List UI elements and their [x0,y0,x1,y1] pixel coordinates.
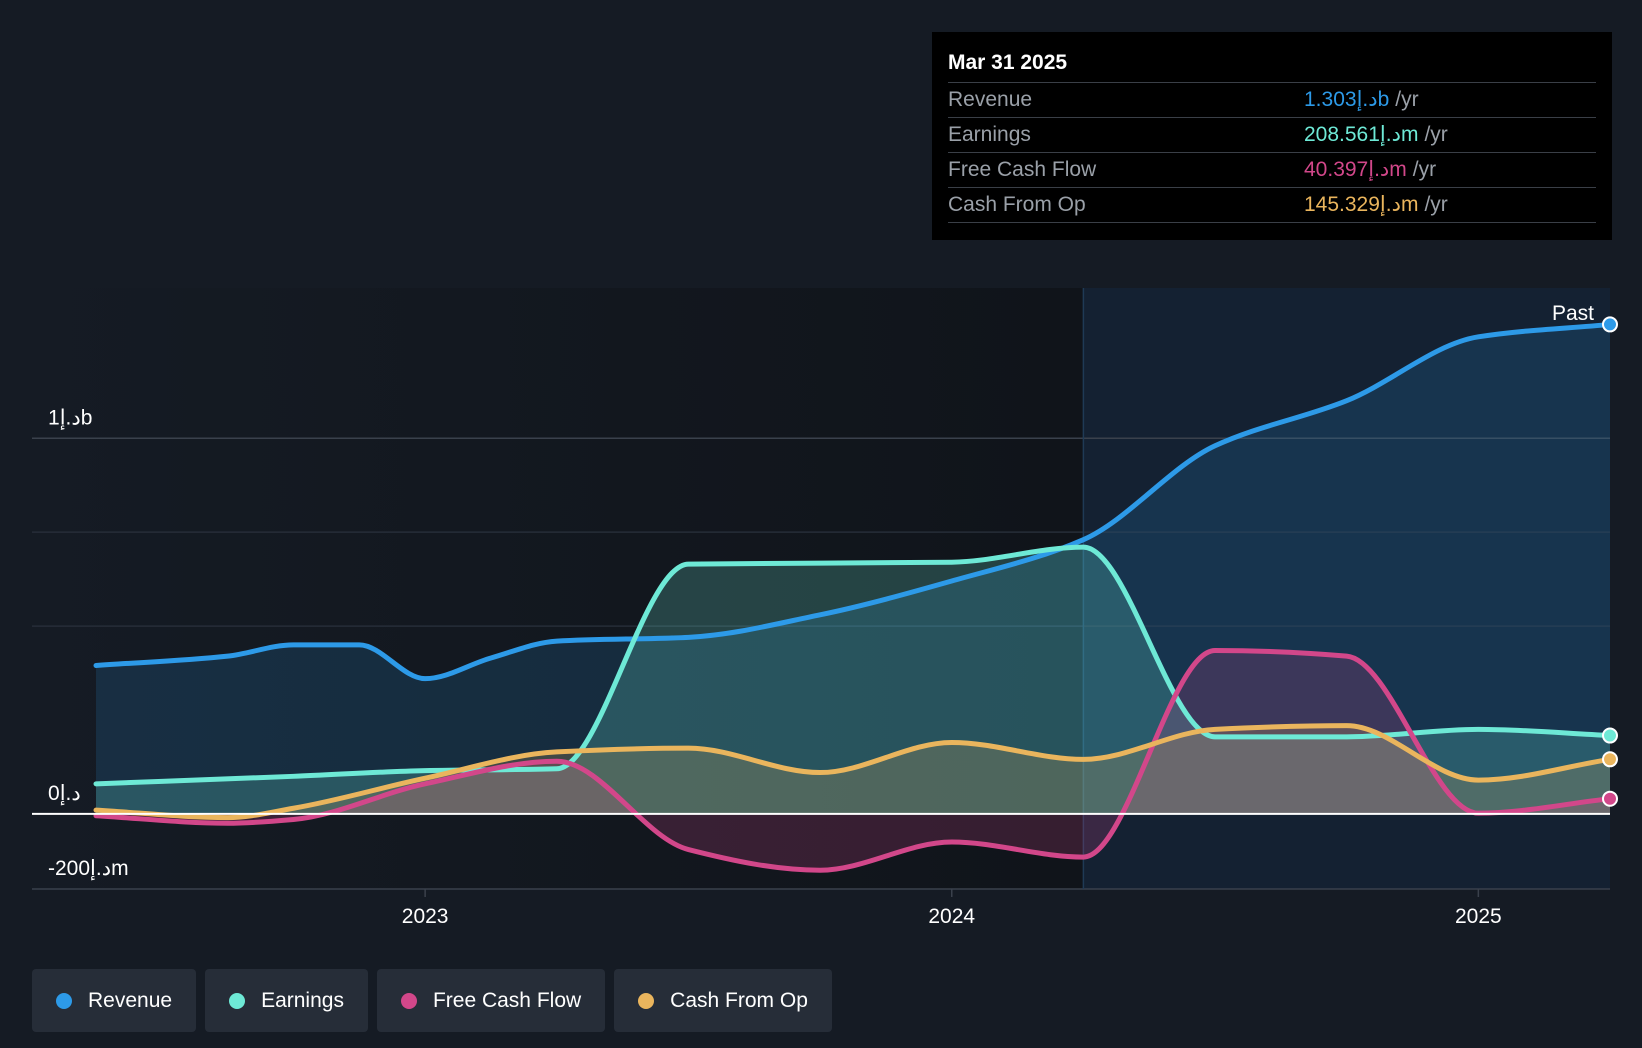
tooltip-row-revenue: Revenue 1.303د.إb /yr [948,83,1596,118]
y-tick-label: 1د.إb [48,406,92,430]
tooltip-row-free-cash-flow: Free Cash Flow 40.397د.إm /yr [948,153,1596,188]
line-free-cash-flow [93,647,1613,873]
tooltip-value: 40.397د.إm [1304,158,1407,181]
series-end-dots [1602,316,1618,807]
tooltip-value: 1.303د.إb [1304,88,1390,111]
end-dot-free-cash-flow [1602,790,1618,807]
tooltip-value: 208.561د.إm [1304,123,1419,146]
legend-dot-icon [400,992,417,1009]
tooltip-date: Mar 31 2025 [948,46,1596,83]
line-cash-from-op [93,723,1613,821]
tooltip-panel: Mar 31 2025 Revenue 1.303د.إb /yr Earnin… [932,32,1612,240]
tooltip-unit: /yr [1424,193,1448,216]
tooltip-label: Free Cash Flow [948,158,1097,181]
tooltip-value: 145.329د.إm [1304,193,1419,216]
x-tick-label: 2023 [402,905,449,928]
tooltip-unit: /yr [1395,88,1419,111]
area-free-cash-flow [96,650,1610,871]
area-cash-from-op [96,725,1610,818]
tooltip-unit: /yr [1424,123,1448,146]
tooltip-row-cash-from-op: Cash From Op 145.329د.إm /yr [948,188,1596,223]
legend-item-revenue[interactable]: Revenue [32,969,197,1032]
legend-label: Earnings [261,988,344,1012]
line-earnings [93,544,1613,787]
tooltip-row-earnings: Earnings 208.561د.إm /yr [948,118,1596,153]
legend: Revenue Earnings Free Cash Flow Cash Fro… [32,969,832,1032]
end-dot-earnings [1602,727,1618,744]
legend-item-free-cash-flow[interactable]: Free Cash Flow [376,969,606,1032]
tooltip-unit: /yr [1412,158,1437,181]
legend-dot-icon [229,992,246,1009]
tooltip-label: Earnings [948,123,1031,146]
y-tick-label: 0د.إ [48,782,81,806]
legend-dot-icon [56,992,72,1009]
area-revenue [96,324,1610,814]
legend-label: Free Cash Flow [432,988,582,1012]
plot-background [32,288,1084,889]
past-region-background [1083,288,1610,889]
tooltip-label: Cash From Op [948,193,1086,216]
series-lines [93,321,1613,873]
gridlines [32,288,1610,890]
legend-dot-icon [638,992,655,1009]
line-revenue [93,321,1613,682]
x-axis-labels: 2023 2024 2025 [402,889,1502,928]
y-tick-label: -200د.إm [48,857,129,881]
past-label: Past [1552,302,1594,325]
y-axis-labels: 1د.إb 0د.إ -200د.إm [48,406,129,881]
area-earnings [96,547,1610,814]
legend-item-earnings[interactable]: Earnings [205,969,368,1032]
legend-label: Cash From Op [670,988,808,1012]
end-dot-cash-from-op [1602,751,1618,768]
tooltip-label: Revenue [948,88,1033,111]
legend-label: Revenue [88,988,173,1012]
series-areas [96,324,1610,871]
x-tick-label: 2025 [1455,905,1502,928]
x-tick-label: 2024 [928,905,975,928]
legend-item-cash-from-op[interactable]: Cash From Op [614,969,832,1032]
end-dot-revenue [1602,316,1618,333]
